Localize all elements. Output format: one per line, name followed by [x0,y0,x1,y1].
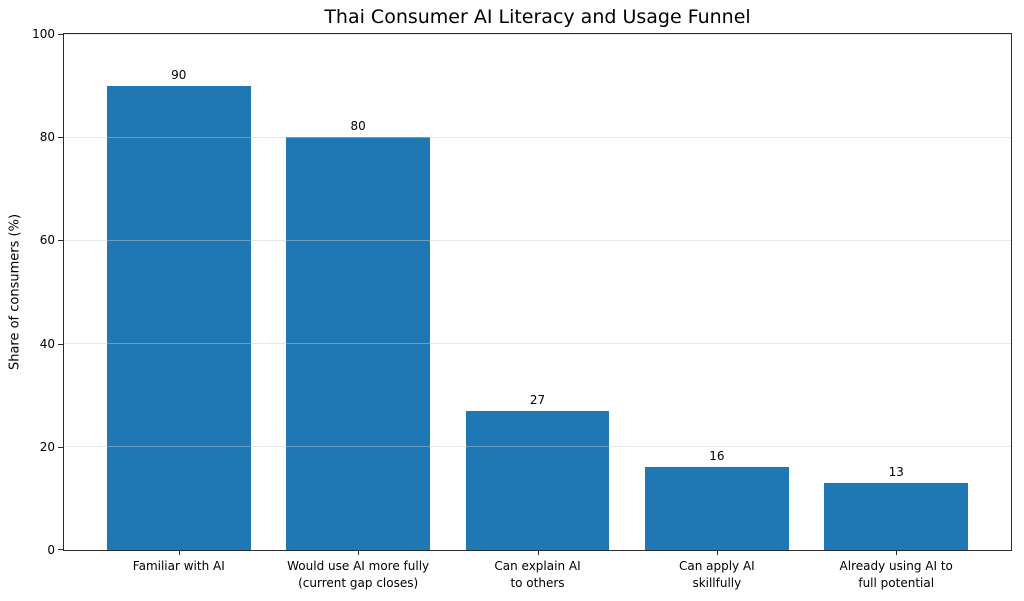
bar-value-label: 27 [529,392,546,407]
gridline [64,33,1011,35]
bar-value-label: 80 [350,119,366,134]
plot-area: 0 20 40 60 80 100 90 Familiar with AI 80 Would us… [32,27,1012,590]
x-tick-mark [358,550,360,555]
gridline [64,446,1011,448]
x-tick-label: Can apply AI skillfully [678,559,755,590]
y-tick-mark [58,549,63,550]
x-tick-label: Would use AI more fully (current gap clo… [287,559,430,590]
bar [465,410,610,550]
x-tick-mark [716,550,718,555]
bar [107,85,251,550]
gridline [64,343,1011,345]
bar-value-label: 90 [171,67,187,82]
x-tick-mark [178,550,180,555]
y-tick-label: 40 [39,336,55,351]
bar [645,467,789,550]
x-tick-mark [896,550,898,555]
y-tick-mark [58,34,63,35]
y-axis-label: Share of consumers (%) [7,213,23,371]
x-tick-mark [537,550,539,555]
gridline [64,239,1011,241]
x-tick-label: Familiar with AI [132,559,225,573]
y-tick-label: 60 [39,233,55,248]
bar-value-label: 16 [709,449,725,464]
y-tick-label: 80 [39,130,55,145]
bar [286,137,430,550]
x-tick-label: Already using AI to full potential [839,559,953,590]
bar [824,482,968,550]
x-tick-label: Can explain AI to others [494,559,581,590]
gridline [64,136,1011,138]
y-tick-mark [58,446,63,448]
y-tick-label: 100 [32,27,55,41]
bar-value-label: 13 [888,464,904,479]
y-tick-label: 0 [47,543,55,557]
y-tick-mark [58,137,63,139]
y-tick-label: 20 [39,439,55,454]
y-tick-mark [58,240,63,242]
chart-title: Thai Consumer AI Literacy and Usage Funn… [324,6,751,28]
y-tick-mark [58,343,63,345]
